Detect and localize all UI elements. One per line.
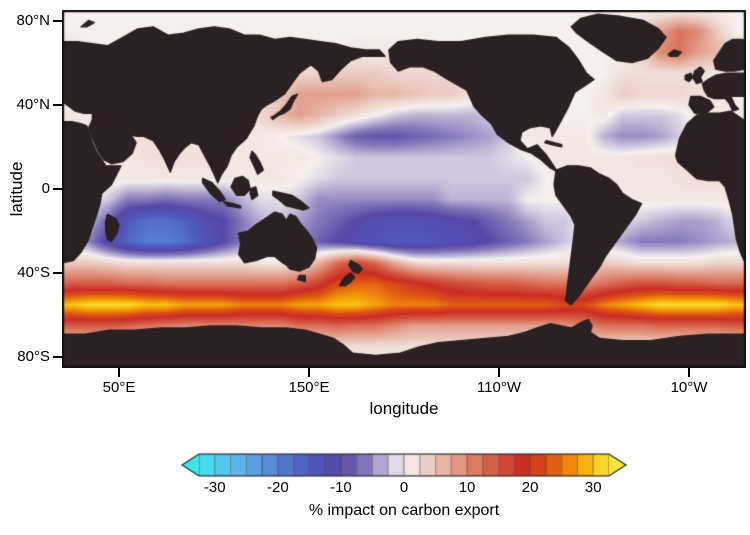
x-axis-label: longitude [369, 399, 439, 418]
colorbar-tick-label: 10 [458, 479, 476, 496]
x-tick-mark [498, 368, 500, 377]
colorbar-label: % impact on carbon export [308, 502, 500, 519]
x-tick-mark [118, 368, 120, 377]
y-tick-label: 40°S [17, 264, 50, 282]
x-tick-mark [308, 368, 310, 377]
y-tick-mark [53, 19, 62, 22]
colorbar-tick-label: -20 [267, 479, 289, 496]
y-tick-mark [53, 188, 62, 190]
y-tick-mark [53, 272, 62, 275]
x-tick-label: 150°E [288, 379, 330, 396]
y-tick-mark [53, 103, 62, 106]
y-tick-mark [53, 356, 62, 359]
colorbar-tick-label: -30 [203, 479, 226, 496]
x-tick-mark [688, 368, 690, 377]
colorbar-tick-label: 30 [584, 479, 602, 496]
x-tick-label: 10°W [670, 379, 708, 396]
colorbar-canvas [179, 452, 629, 478]
colorbar: % impact on carbon export -30 -20 -10 0 10 20… [179, 452, 629, 530]
x-tick-label: 50°E [102, 379, 136, 396]
y-tick-label: 80°N [16, 11, 50, 29]
y-tick-label: 40°N [16, 95, 50, 113]
y-tick-label: 0 [41, 180, 50, 197]
colorbar-tick-label: 20 [521, 479, 539, 496]
colorbar-tick-label: -10 [330, 479, 352, 496]
y-tick-label: 80°S [17, 348, 50, 366]
x-tick-label: 110°W [476, 379, 522, 396]
world-heatmap-canvas [62, 10, 746, 368]
colorbar-tick-label: 0 [399, 479, 409, 496]
